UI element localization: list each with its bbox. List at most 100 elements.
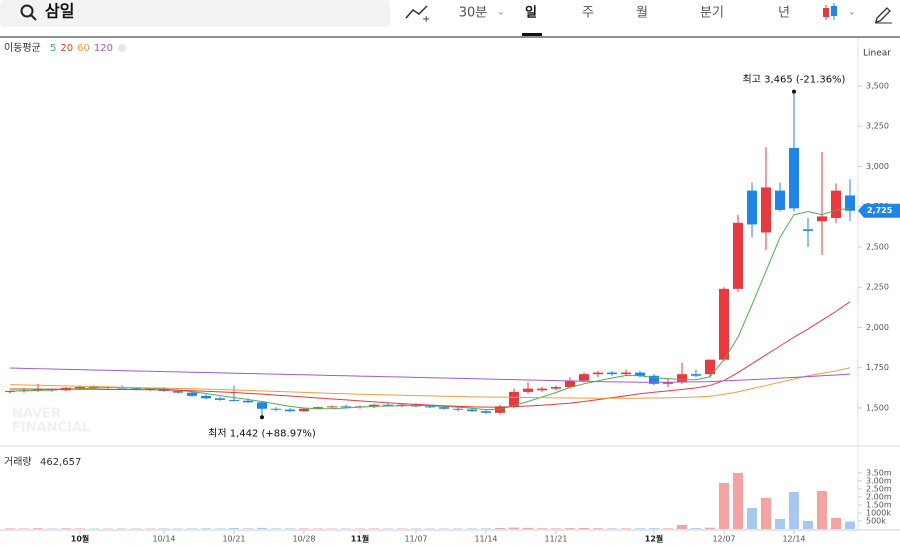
dropdown-arrow[interactable]: ⌄: [848, 8, 856, 18]
draw-icon[interactable]: [875, 7, 891, 23]
volume-bar: [453, 528, 463, 529]
volume-bar: [285, 528, 295, 529]
y-tick-label: 1.50m: [866, 500, 892, 509]
legend-close[interactable]: [117, 44, 126, 52]
candle-body: [817, 216, 827, 222]
plot: 3,5003,2503,0002,7502,5002,2502,0001,750…: [5, 74, 900, 544]
volume-bar: [677, 524, 687, 529]
candle-body: [201, 395, 211, 399]
x-tick-label: 12/14: [782, 535, 805, 544]
candle-body: [313, 407, 323, 409]
search-text[interactable]: 삼일: [45, 2, 74, 21]
volume-bar: [257, 527, 267, 529]
candle-body: [649, 375, 659, 384]
volume-bar: [761, 497, 771, 529]
volume-bar: [481, 528, 491, 529]
candle-body: [229, 399, 239, 401]
y-tick-label: 3.00m: [866, 476, 892, 485]
y-tick-label: 3,250: [866, 122, 889, 131]
period-tab[interactable]: 월: [636, 6, 648, 21]
candle-body: [467, 409, 477, 412]
period-tab[interactable]: 주: [582, 6, 594, 21]
legend-entry: 120: [94, 43, 113, 54]
x-tick-label: 12/07: [712, 535, 735, 544]
volume-bar: [607, 528, 617, 529]
volume-bar: [369, 528, 379, 529]
candle-body: [747, 190, 757, 225]
volume-bar: [803, 520, 813, 529]
y-tick-label: 2,000: [866, 323, 889, 332]
legend: 5 20 60 120: [50, 43, 126, 54]
legend-entry: 60: [77, 43, 90, 54]
candle-body: [733, 222, 743, 289]
watermark: NAVER: [12, 407, 61, 422]
candle-body: [761, 187, 771, 233]
y-tick-label: 2.50m: [866, 484, 892, 493]
candle-body: [775, 190, 785, 210]
candle-body: [145, 388, 155, 390]
candle-body: [327, 406, 337, 408]
candle-body: [719, 288, 729, 360]
candle-body: [803, 229, 813, 231]
candle-body: [341, 406, 351, 408]
moving-average-line: [9, 367, 851, 399]
x-tick-label: 11월: [351, 534, 370, 544]
search-icon: [20, 4, 34, 18]
volume-bar: [565, 528, 575, 529]
y-tick-label: 1,750: [866, 363, 889, 372]
candle-body: [257, 402, 267, 409]
candle-body: [663, 382, 673, 384]
last-price-tag: [858, 203, 900, 218]
high-annotation: 최고 3,465 (-21.36%): [743, 74, 846, 86]
dropdown-arrow[interactable]: ⌄: [497, 8, 505, 18]
period-tab[interactable]: 분기: [700, 6, 724, 21]
volume-bar: [19, 528, 29, 529]
period-tab[interactable]: 년: [778, 6, 790, 21]
volume-bar: [789, 491, 799, 529]
candle-body: [579, 374, 589, 381]
volume-bar: [159, 528, 169, 529]
candle-body: [635, 372, 645, 376]
volume-bar: [593, 528, 603, 529]
period-tab[interactable]: 일: [525, 6, 537, 21]
volume-bar: [663, 528, 673, 529]
x-tick-label: 11/07: [404, 535, 427, 544]
candle-body: [481, 411, 491, 413]
candle-body: [523, 388, 533, 392]
y-tick-label: 1,500: [866, 403, 889, 412]
volume-bar: [33, 528, 43, 529]
y-tick-label: 3.50m: [866, 468, 892, 477]
volume-bar: [523, 527, 533, 529]
volume-bar: [215, 528, 225, 529]
watermark: FINANCIAL: [12, 421, 90, 436]
candle-body: [621, 372, 631, 375]
indicator-plus: +: [422, 14, 430, 25]
scale-label[interactable]: Linear: [863, 49, 891, 59]
y-tick-label: 2.00m: [866, 492, 892, 501]
y-tick-label: 500k: [866, 516, 886, 525]
candle-body: [677, 374, 687, 383]
volume-bar: [117, 528, 127, 529]
indicator-icon[interactable]: [405, 5, 428, 19]
candle-body: [285, 409, 295, 412]
candle-body: [789, 147, 799, 209]
candle-body: [705, 359, 715, 375]
volume-bar: [61, 528, 71, 529]
volume-bar: [775, 518, 785, 529]
volume-bar: [509, 527, 519, 529]
volume-bar: [495, 528, 505, 529]
candle-body: [691, 374, 701, 376]
volume-title: 거래량: [4, 456, 32, 468]
candle-body: [845, 195, 855, 211]
volume-bar: [845, 521, 855, 529]
legend-title: 이동평균: [4, 42, 41, 54]
volume-bar: [705, 527, 715, 529]
search-box[interactable]: [0, 0, 390, 27]
volume-bar: [201, 528, 211, 529]
period-tab[interactable]: 30분: [459, 6, 488, 21]
y-tick-label: 2,250: [866, 283, 889, 292]
volume-bar: [5, 528, 15, 529]
candle-icon: [823, 8, 829, 17]
